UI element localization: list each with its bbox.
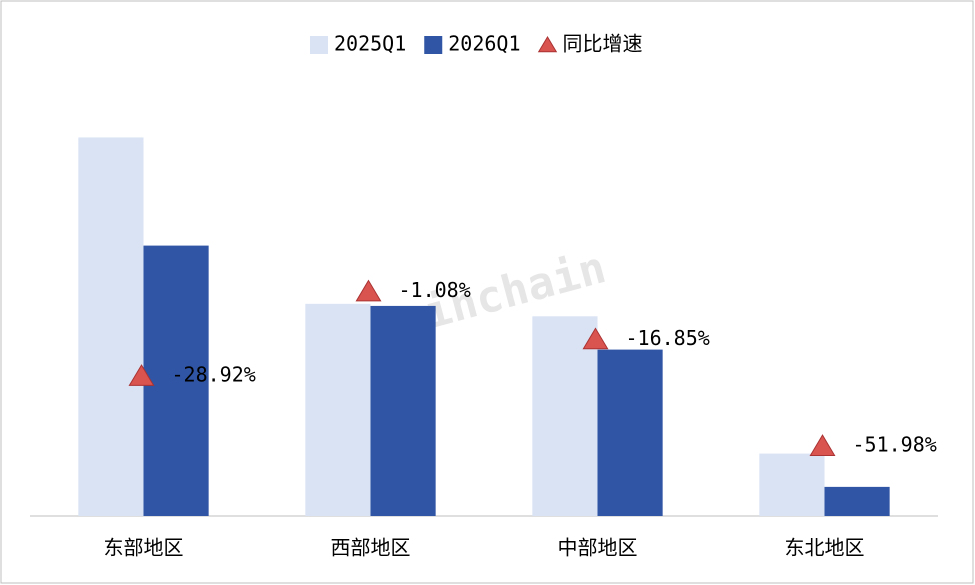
bar (78, 137, 144, 516)
bar (143, 245, 209, 516)
bar (305, 303, 371, 516)
legend-marker (537, 36, 558, 53)
legend-label: 2026Q1 (448, 32, 520, 56)
data-label: -1.08% (399, 278, 471, 302)
legend-swatch (424, 36, 443, 54)
legend-swatch (310, 36, 328, 54)
x-tick-label: 西部地区 (331, 536, 411, 560)
bar (597, 349, 663, 516)
bar (759, 453, 825, 516)
bar (532, 316, 598, 516)
x-tick-label: 中部地区 (558, 536, 638, 560)
growth-marker (582, 327, 609, 350)
growth-marker (128, 364, 155, 386)
data-label: -28.92% (172, 363, 256, 387)
bar (370, 305, 436, 516)
data-label: -16.85% (626, 326, 710, 350)
data-label: -51.98% (853, 433, 937, 457)
x-tick-label: 东部地区 (104, 536, 184, 560)
legend-label: 同比增速 (563, 32, 643, 56)
bar (824, 486, 890, 516)
x-tick-label: 东北地区 (785, 536, 865, 560)
growth-marker (809, 434, 836, 456)
legend-label: 2025Q1 (334, 32, 406, 56)
growth-marker (355, 279, 382, 302)
